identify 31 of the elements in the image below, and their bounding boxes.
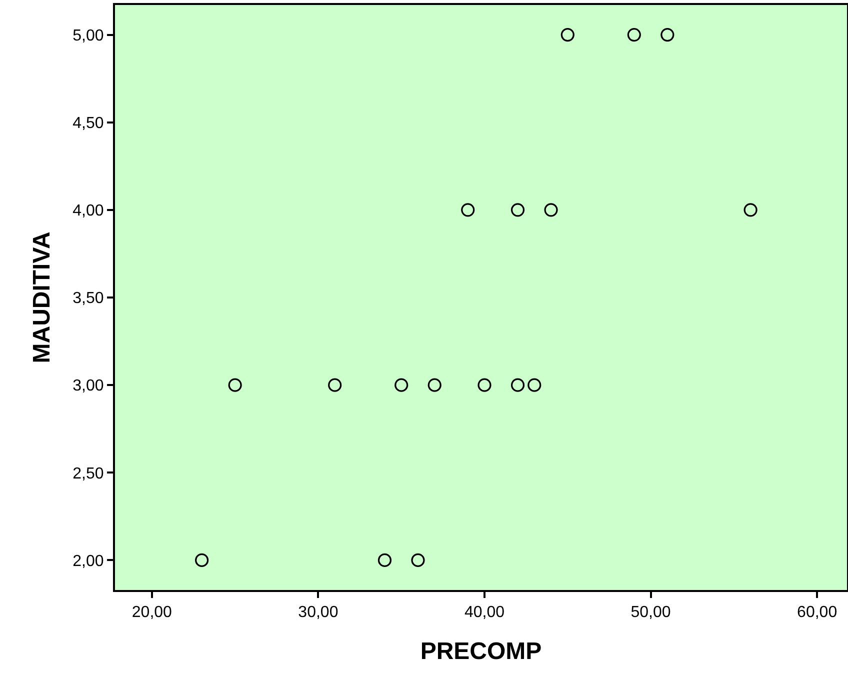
point [560, 28, 574, 42]
point [411, 553, 425, 568]
y-tick-label: 4,00 [72, 202, 104, 220]
y-tick-label: 3,50 [72, 290, 104, 308]
point [228, 378, 242, 392]
point [461, 203, 475, 217]
point [528, 378, 542, 392]
point [510, 378, 525, 392]
point [544, 203, 558, 217]
x-axis-title: PRECOMP [420, 638, 542, 665]
y-tick-label: 2,50 [72, 465, 104, 482]
point [478, 378, 492, 392]
x-tick-label: 30,00 [298, 604, 338, 622]
point [195, 553, 209, 568]
y-tick-label: 3,00 [72, 378, 104, 395]
point [394, 378, 408, 392]
y-tick-label: 5,00 [72, 27, 104, 44]
point [328, 378, 342, 392]
point [428, 378, 442, 392]
point [744, 203, 758, 217]
x-tick-label: 50,00 [630, 604, 671, 622]
x-tick-label: 40,00 [464, 604, 505, 622]
x-tick-label: 60,00 [797, 604, 838, 622]
point [510, 203, 525, 217]
point [378, 553, 392, 568]
point [627, 28, 641, 42]
y-tick-label: 4,50 [72, 114, 104, 132]
x-tick-label: 20,00 [132, 604, 172, 622]
point [660, 28, 674, 42]
y-tick-label: 2,00 [72, 552, 104, 570]
y-axis-title: MAUDITIVA [28, 232, 56, 364]
